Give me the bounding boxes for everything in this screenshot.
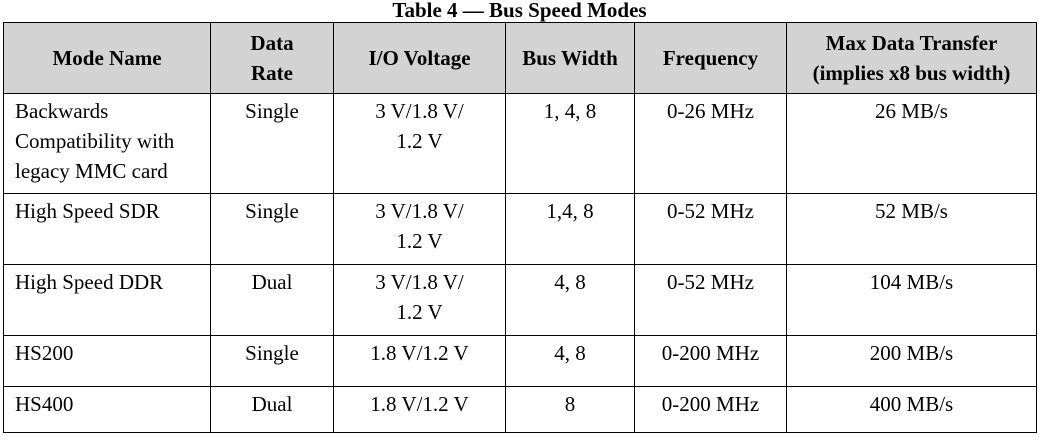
cell-max-data-transfer: 400 MB/s	[786, 386, 1037, 433]
table-row: HS400 Dual 1.8 V/1.2 V 8 0-200 MHz 400 M…	[3, 386, 1037, 433]
header-bus-width: Bus Width	[505, 22, 635, 94]
cell-max-data-transfer: 52 MB/s	[786, 193, 1037, 265]
cell-bus-width: 4, 8	[505, 264, 635, 336]
cell-mode-name: HS200	[3, 335, 211, 387]
cell-frequency: 0-52 MHz	[634, 193, 787, 265]
cell-bus-width: 4, 8	[505, 335, 635, 387]
cell-io-voltage: 3 V/1.8 V/ 1.2 V	[333, 264, 506, 336]
header-row: Mode Name Data Rate I/O Voltage Bus Widt…	[3, 22, 1037, 94]
table-row: HS200 Single 1.8 V/1.2 V 4, 8 0-200 MHz …	[3, 335, 1037, 387]
bus-speed-modes-table: Mode Name Data Rate I/O Voltage Bus Widt…	[3, 22, 1037, 433]
table-row: High Speed DDR Dual 3 V/1.8 V/ 1.2 V 4, …	[3, 264, 1037, 336]
cell-max-data-transfer: 26 MB/s	[786, 93, 1037, 194]
cell-data-rate: Single	[210, 335, 334, 387]
cell-mode-name: Backwards Compatibility with legacy MMC …	[3, 93, 211, 194]
header-frequency: Frequency	[634, 22, 787, 94]
cell-mode-name: High Speed SDR	[3, 193, 211, 265]
cell-bus-width: 1, 4, 8	[505, 93, 635, 194]
cell-frequency: 0-200 MHz	[634, 335, 787, 387]
table-row: Backwards Compatibility with legacy MMC …	[3, 93, 1037, 194]
cell-bus-width: 8	[505, 386, 635, 433]
cell-frequency: 0-26 MHz	[634, 93, 787, 194]
cell-frequency: 0-200 MHz	[634, 386, 787, 433]
table-caption: Table 4 — Bus Speed Modes	[392, 0, 647, 22]
header-data-rate: Data Rate	[210, 22, 334, 94]
cell-data-rate: Single	[210, 93, 334, 194]
cell-data-rate: Dual	[210, 264, 334, 336]
cell-data-rate: Dual	[210, 386, 334, 433]
cell-frequency: 0-52 MHz	[634, 264, 787, 336]
cell-mode-name: High Speed DDR	[3, 264, 211, 336]
cell-bus-width: 1,4, 8	[505, 193, 635, 265]
cell-max-data-transfer: 200 MB/s	[786, 335, 1037, 387]
cell-io-voltage: 3 V/1.8 V/ 1.2 V	[333, 193, 506, 265]
header-max-data-transfer: Max Data Transfer (implies x8 bus width)	[786, 22, 1037, 94]
cell-io-voltage: 1.8 V/1.2 V	[333, 335, 506, 387]
cell-max-data-transfer: 104 MB/s	[786, 264, 1037, 336]
cell-io-voltage: 1.8 V/1.2 V	[333, 386, 506, 433]
table-row: High Speed SDR Single 3 V/1.8 V/ 1.2 V 1…	[3, 193, 1037, 265]
cell-data-rate: Single	[210, 193, 334, 265]
header-mode-name: Mode Name	[3, 22, 211, 94]
cell-mode-name: HS400	[3, 386, 211, 433]
cell-io-voltage: 3 V/1.8 V/ 1.2 V	[333, 93, 506, 194]
header-io-voltage: I/O Voltage	[333, 22, 506, 94]
